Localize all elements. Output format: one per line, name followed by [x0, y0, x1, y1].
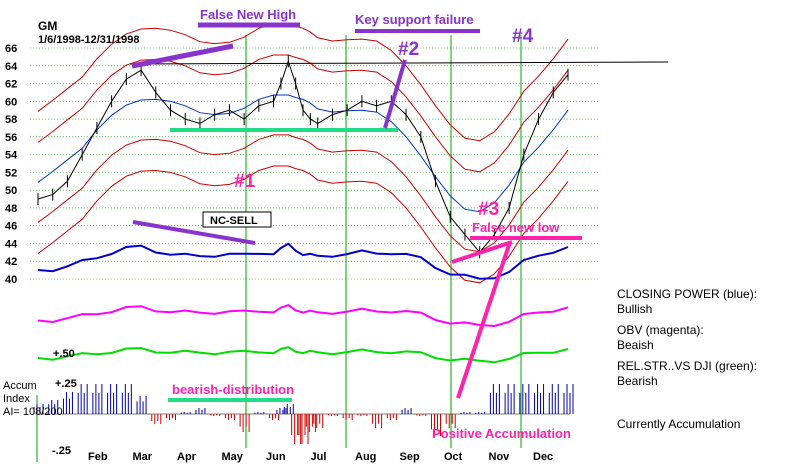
lower-band — [37, 134, 569, 253]
indicator-2-name: OBV (magenta): — [617, 323, 704, 337]
month-label: Nov — [489, 451, 511, 463]
key-support-arrow — [383, 59, 407, 129]
key-support-failure-label: Key support failure — [355, 12, 473, 27]
y-tick-label: 44 — [5, 238, 18, 250]
y-tick-label: 62 — [5, 79, 17, 91]
nc-sell-box — [202, 211, 272, 228]
label-1: #1 — [234, 171, 256, 192]
upper-band — [37, 54, 569, 173]
false-high-trendline — [131, 43, 234, 69]
false-low-arrow-2 — [456, 241, 512, 399]
false-new-high-label: False New High — [200, 7, 296, 22]
month-label: Jun — [266, 451, 286, 463]
indicator-1-name: CLOSING POWER (blue): — [617, 287, 757, 301]
accum-label-1: Accum — [3, 380, 37, 392]
month-label: Dec — [533, 451, 553, 463]
outer-lower-band — [37, 165, 569, 284]
y-tick-label: 56 — [5, 132, 17, 144]
accum-histogram — [33, 384, 574, 444]
indicator-3-name: REL.STR..VS DJI (green): — [617, 359, 757, 373]
label-2: #2 — [398, 39, 419, 60]
grid-layer — [30, 35, 600, 462]
indicator-1-status: Bullish — [617, 302, 652, 316]
nc-sell-trendline — [132, 220, 256, 245]
month-label: Oct — [444, 451, 463, 463]
y-tick-label: 40 — [5, 274, 17, 286]
month-label: Aug — [355, 451, 376, 463]
y-tick-label: 48 — [5, 203, 17, 215]
y-tick-label: 58 — [5, 114, 17, 126]
month-label: Mar — [133, 451, 153, 463]
month-label: Feb — [88, 451, 108, 463]
y-tick-label: 42 — [5, 256, 17, 268]
false-low-arrow-1 — [451, 240, 513, 264]
y-tick-label: 52 — [5, 167, 17, 179]
y-tick-label: 54 — [5, 150, 18, 162]
month-label: Apr — [177, 451, 197, 463]
chart-subtitle: 1/6/1998-12/31/1998 — [38, 34, 140, 46]
indicator-3-status: Bearish — [617, 374, 658, 388]
accum-status: Currently Accumulation — [617, 417, 740, 431]
closing-power-line — [37, 242, 569, 280]
accum-label-2: Index — [3, 393, 30, 405]
month-label: Sep — [400, 451, 420, 463]
label-3: #3 — [478, 199, 499, 220]
label-4: #4 — [512, 26, 534, 47]
price-line — [37, 59, 569, 254]
bearish-distribution-label: bearish-distribution — [172, 382, 294, 397]
positive-accumulation-label: Positive Accumulation — [432, 426, 571, 441]
y-tick-label: 60 — [5, 96, 17, 108]
accum-tick-high: +.25 — [55, 378, 77, 390]
indicator-2-status: Beaish — [617, 338, 654, 352]
accum-tick-low: -.25 — [52, 445, 71, 457]
x-axis: Feb Mar Apr May Jun Jul Aug Sep Oct Nov Dec — [88, 451, 553, 463]
accum-label-3: AI= 108/200 — [3, 406, 63, 418]
y-tick-label: 46 — [5, 221, 17, 233]
obv-line — [37, 303, 569, 328]
y-tick-label: 66 — [5, 43, 17, 55]
month-label: May — [222, 451, 244, 463]
y-tick-label: 50 — [5, 185, 17, 197]
y-axis: 66 64 62 60 58 56 54 52 50 48 46 44 42 40 — [5, 43, 18, 286]
false-new-low-label: False new low — [472, 220, 560, 235]
accum-tick-mid: +.50 — [53, 348, 75, 360]
resistance-line — [129, 61, 669, 65]
y-tick-label: 64 — [5, 61, 18, 73]
nc-sell-label: NC-SELL — [210, 215, 258, 227]
chart-title: GM — [38, 19, 57, 33]
rel-strength-line — [37, 346, 569, 364]
month-label: Jul — [311, 451, 327, 463]
